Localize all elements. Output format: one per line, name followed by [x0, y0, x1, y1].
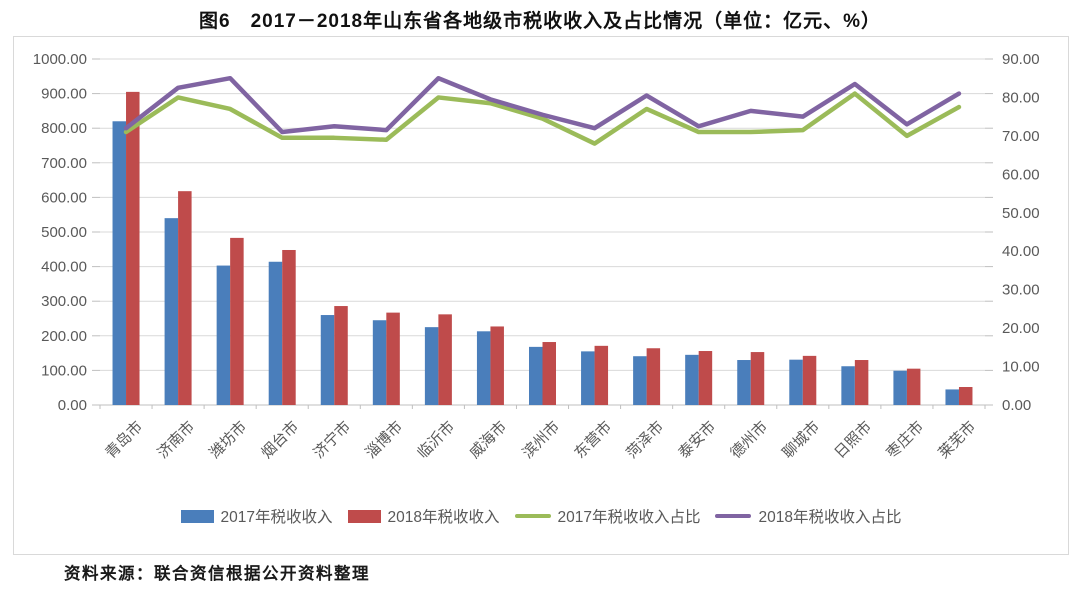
- line-2017年税收收入占比: [123, 91, 962, 146]
- chart-legend: 2017年税收收入 2018年税收收入 2017年税收收入占比 2018年税收收…: [14, 503, 1068, 529]
- y-left-tick-label: 1000.00: [33, 51, 87, 68]
- legend-item-2018-revenue: 2018年税收收入: [347, 505, 500, 527]
- y-left-tick-label: 0.00: [58, 397, 87, 414]
- bar-2018年税收收入: [230, 237, 244, 405]
- legend-swatch-bar-2018: [347, 509, 381, 523]
- y-right-tick-label: 40.00: [1002, 243, 1040, 260]
- bar-2018年税收收入: [542, 342, 556, 405]
- bar-2017年税收收入: [841, 366, 855, 405]
- y-right-tick-label: 60.00: [1002, 166, 1040, 183]
- bar-2018年税收收入: [906, 368, 921, 405]
- bar-2017年税收收入: [737, 360, 751, 405]
- bar-2017年税收收入: [164, 218, 179, 405]
- y-right-tick-label: 0.00: [1002, 397, 1031, 414]
- bar-2018年税收收入: [490, 326, 504, 405]
- page-title: 图6 2017－2018年山东省各地级市税收收入及占比情况（单位：亿元、%）: [199, 11, 881, 32]
- y-left-tick-label: 900.00: [41, 86, 87, 103]
- legend-item-2018-share: 2018年税收收入占比: [715, 505, 901, 527]
- chart-plot-area: 0.00 100.00 200.00 300.00 400.00 500.00 600.00…: [33, 51, 1040, 414]
- bar-2017年税收收入: [529, 346, 543, 405]
- bar-2017年税收收入: [476, 331, 491, 405]
- legend-item-2017-share: 2017年税收收入占比: [514, 505, 701, 527]
- bar-2017年税收收入: [372, 320, 387, 405]
- y-left-tick-label: 600.00: [41, 189, 87, 206]
- legend-label: 2018年税收收入: [387, 509, 500, 526]
- legend-label: 2017年税收收入占比: [557, 509, 701, 526]
- bar-2017年税收收入: [893, 370, 907, 405]
- legend-item-2017-revenue: 2017年税收收入: [180, 505, 333, 527]
- chart-frame: 0.00 100.00 200.00 300.00 400.00 500.00 600.00…: [13, 36, 1069, 555]
- y-left-tick-label: 700.00: [41, 155, 87, 172]
- y-right-tick-label: 30.00: [1002, 282, 1040, 299]
- bar-2018年税收收入: [282, 249, 296, 405]
- y-right-tick-label: 90.00: [1002, 51, 1040, 68]
- line-2018年税收收入占比: [123, 75, 962, 135]
- y-left-tick-label: 300.00: [41, 293, 87, 310]
- bar-2017年税收收入: [685, 354, 699, 405]
- bar-2018年税收收入: [698, 351, 713, 405]
- bar-2018年税收收入: [854, 360, 869, 405]
- y-left-tick-label: 800.00: [41, 120, 87, 137]
- bar-2018年税收收入: [178, 191, 192, 405]
- bar-2017年税收收入: [581, 351, 595, 405]
- bar-2017年税收收入: [320, 315, 335, 405]
- source-note: 资料来源：联合资信根据公开资料整理: [64, 564, 370, 583]
- legend-label: 2018年税收收入占比: [758, 509, 902, 526]
- bar-2017年税收收入: [633, 356, 647, 405]
- bar-2018年税收收入: [386, 312, 400, 405]
- y-left-tick-label: 200.00: [41, 328, 87, 345]
- y-left-tick-label: 500.00: [41, 224, 87, 241]
- bar-2018年税收收入: [750, 352, 765, 405]
- legend-swatch-bar-2017: [180, 509, 214, 523]
- bar-2017年税收收入: [424, 327, 439, 405]
- bar-2018年税收收入: [334, 306, 348, 405]
- y-right-tick-label: 80.00: [1002, 89, 1040, 106]
- bar-2018年税收收入: [646, 348, 661, 405]
- bar-2018年税收收入: [126, 91, 140, 405]
- bar-2017年税收收入: [945, 389, 959, 405]
- y-left-tick-label: 100.00: [41, 362, 87, 379]
- bar-2018年税收收入: [802, 355, 817, 405]
- bar-2018年税收收入: [438, 314, 452, 405]
- bar-2018年税收收入: [958, 387, 973, 405]
- y-right-tick-label: 20.00: [1002, 320, 1040, 337]
- y-left-tick-label: 400.00: [41, 259, 87, 276]
- legend-swatch-line-2018: [715, 513, 752, 519]
- legend-label: 2017年税收收入: [220, 509, 333, 526]
- bar-2018年税收收入: [594, 345, 609, 405]
- y-right-tick-label: 10.00: [1002, 359, 1040, 376]
- y-right-tick-label: 50.00: [1002, 205, 1040, 222]
- bar-2017年税收收入: [268, 261, 283, 405]
- bar-2017年税收收入: [216, 265, 231, 405]
- legend-swatch-line-2017: [514, 513, 551, 519]
- y-right-tick-label: 70.00: [1002, 128, 1040, 145]
- bar-2017年税收收入: [112, 121, 127, 405]
- bar-2017年税收收入: [789, 359, 803, 405]
